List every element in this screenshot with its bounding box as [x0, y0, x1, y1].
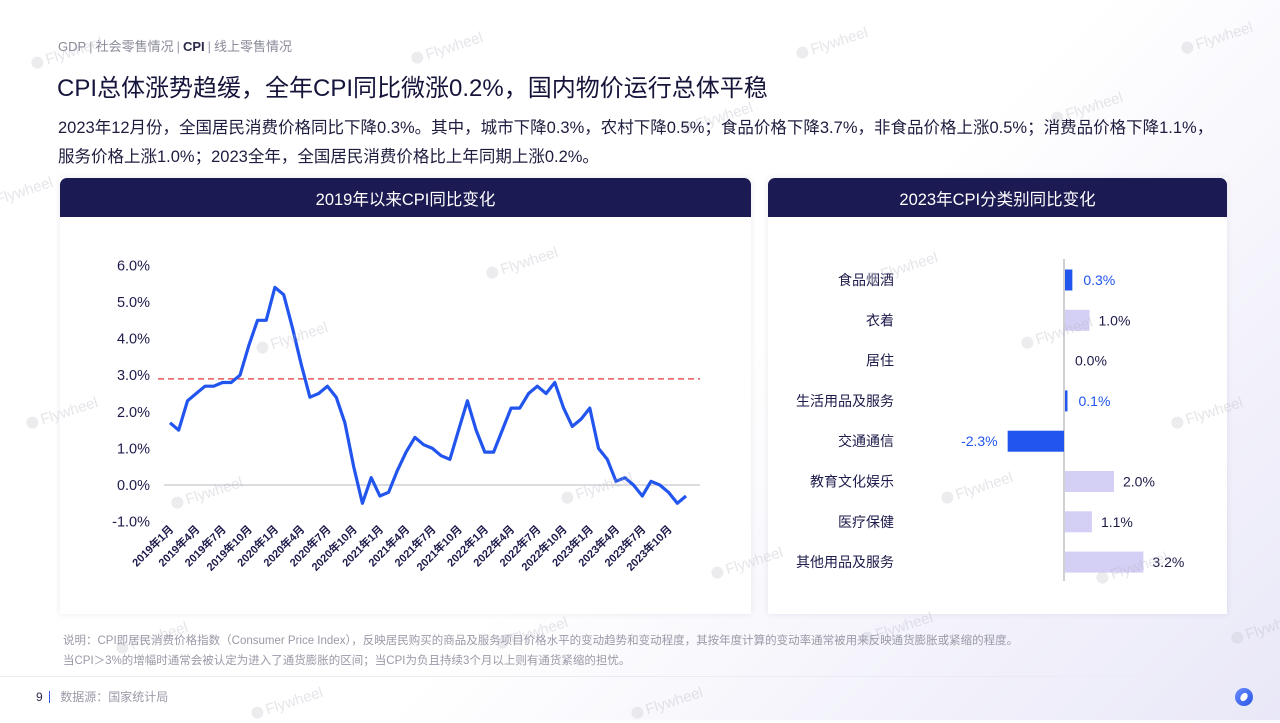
y-tick-label: 1.0% — [117, 441, 150, 457]
flywheel-logo-icon — [1235, 688, 1253, 706]
watermark: Flywheel — [0, 174, 55, 213]
bar-value-label: 0.1% — [1079, 393, 1111, 409]
bar-value-label: 1.1% — [1101, 514, 1133, 530]
panel-title: 2019年以来CPI同比变化 — [60, 178, 751, 217]
note-line-1: 说明：CPI即居民消费价格指数（Consumer Price Index），反映… — [63, 635, 1019, 647]
y-tick-label: 5.0% — [117, 295, 150, 311]
breadcrumb: GDP | 社会零售情况 | CPI | 线上零售情况 — [58, 39, 293, 54]
page-number: 9 — [36, 690, 43, 704]
footer-separator — [48, 691, 51, 703]
watermark: Flywheel — [409, 29, 485, 68]
category-label: 交通通信 — [838, 433, 894, 449]
breadcrumb-item-retail[interactable]: 社会零售情况 — [95, 39, 174, 54]
y-tick-label: -1.0% — [112, 515, 150, 531]
category-bar — [1065, 390, 1068, 412]
breadcrumb-item-gdp[interactable]: GDP — [58, 39, 87, 54]
bar-value-label: 2.0% — [1123, 474, 1155, 490]
category-label: 衣着 — [866, 312, 894, 328]
watermark: Flywheel — [794, 24, 870, 63]
cpi-line-chart: 6.0%5.0%4.0%3.0%2.0%1.0%0.0%-1.0%2019年1月… — [112, 258, 700, 574]
y-tick-label: 4.0% — [117, 332, 150, 348]
cpi-line — [168, 285, 688, 505]
category-label: 医疗保健 — [838, 514, 894, 530]
bar-value-label: 3.2% — [1152, 554, 1184, 570]
category-label: 其他用品及服务 — [796, 554, 894, 570]
y-tick-label: 0.0% — [117, 478, 150, 494]
note: 说明：CPI即居民消费价格指数（Consumer Price Index），反映… — [63, 631, 1018, 671]
note-line-2: 当CPI＞3%的增幅时通常会被认定为进入了通货膨胀的区间；当CPI为负且持续3个… — [63, 655, 631, 667]
category-label: 居住 — [866, 353, 894, 369]
footer: 9 数据源：国家统计局 — [36, 688, 168, 705]
category-bar — [1065, 471, 1114, 492]
bar-value-label: -2.3% — [961, 433, 998, 449]
breadcrumb-item-online-retail[interactable]: 线上零售情况 — [214, 39, 293, 54]
watermark: Flywheel — [249, 684, 325, 723]
cpi-category-panel: 2023年CPI分类别同比变化 食品烟酒 0.3% 衣着 1.0% 居住 0.0% 生活用品… — [768, 178, 1227, 614]
category-label: 教育文化娱乐 — [810, 474, 894, 490]
category-label: 生活用品及服务 — [796, 393, 894, 409]
panel-title: 2023年CPI分类别同比变化 — [768, 178, 1227, 217]
y-tick-label: 6.0% — [117, 258, 150, 274]
bar-value-label: 0.3% — [1083, 272, 1115, 288]
data-source: 数据源：国家统计局 — [60, 690, 169, 704]
bar-value-label: 1.0% — [1099, 312, 1131, 328]
cpi-trend-panel: 2019年以来CPI同比变化 6.0% 5.0% 4.0% 3.0% 2.0% 1.0% 0… — [60, 178, 751, 614]
watermark: Flywheel — [1179, 19, 1255, 58]
category-bar — [1065, 269, 1073, 291]
category-bar — [1065, 511, 1092, 533]
category-bar — [1065, 309, 1090, 331]
y-tick-label: 2.0% — [117, 405, 150, 421]
footer-divider — [0, 676, 1280, 677]
category-bar — [1065, 551, 1144, 573]
bar-value-label: 0.0% — [1075, 353, 1107, 369]
watermark: Flywheel — [1229, 609, 1280, 648]
category-label: 食品烟酒 — [838, 272, 894, 288]
page-title: CPI总体涨势趋缓，全年CPI同比微涨0.2%，国内物价运行总体平稳 — [57, 75, 768, 102]
cpi-category-bar-chart: 食品烟酒 0.3% 衣着 1.0% 居住 0.0% 生活用品及服务 0.1% 交通通信 -2.3%… — [796, 259, 1184, 581]
category-bar — [1007, 430, 1064, 452]
y-tick-label: 3.0% — [117, 368, 150, 384]
watermark: Flywheel — [629, 684, 705, 723]
breadcrumb-item-cpi[interactable]: CPI — [182, 39, 205, 54]
summary-text: 2023年12月份，全国居民消费价格同比下降0.3%。其中，城市下降0.3%，农… — [58, 119, 1214, 166]
